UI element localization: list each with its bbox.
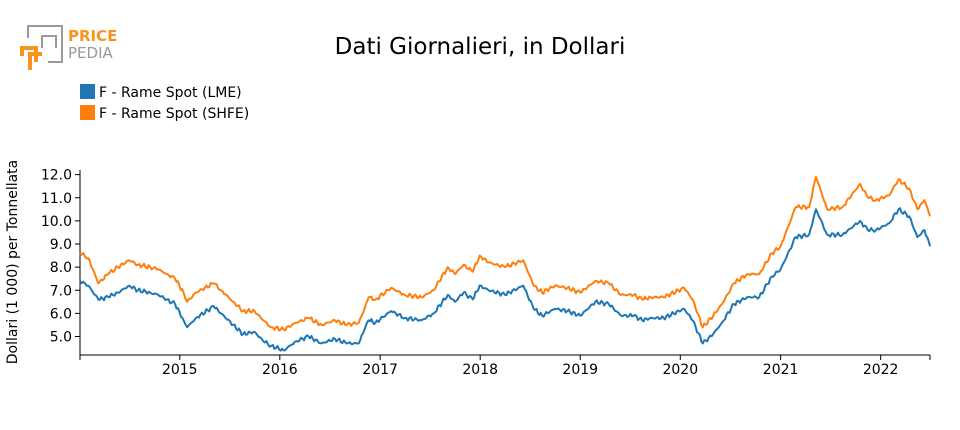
legend: F - Rame Spot (LME) F - Rame Spot (SHFE) <box>80 84 249 122</box>
pricepedia-logo: PRICE PEDIA <box>20 25 117 70</box>
x-tick-label: 2017 <box>362 362 398 378</box>
y-tick-label: 5.0 <box>50 330 72 346</box>
y-tick-label: 9.0 <box>50 237 72 253</box>
x-tick-label: 2019 <box>562 362 598 378</box>
legend-label-lme: F - Rame Spot (LME) <box>99 85 242 101</box>
logo-mark <box>20 25 63 70</box>
y-tick-label: 12.0 <box>41 168 72 184</box>
logo-text-pedia: PEDIA <box>68 44 113 62</box>
series-layer <box>79 175 931 352</box>
legend-label-shfe: F - Rame Spot (SHFE) <box>99 106 249 122</box>
x-axis: 2015 2016 2017 2018 2019 2020 2021 2022 <box>79 354 931 378</box>
series-line-lme <box>79 207 931 352</box>
x-tick-label: 2021 <box>763 362 799 378</box>
y-tick-label: 11.0 <box>41 191 72 207</box>
y-tick-label: 6.0 <box>50 306 72 322</box>
y-tick-label: 7.0 <box>50 283 72 299</box>
x-tick-label: 2020 <box>662 362 698 378</box>
x-tick-label: 2015 <box>162 362 198 378</box>
y-axis: 5.0 6.0 7.0 8.0 9.0 10.0 11.0 12.0 <box>41 168 81 355</box>
y-tick-label: 8.0 <box>50 260 72 276</box>
x-tick-label: 2022 <box>863 362 899 378</box>
legend-swatch-shfe <box>80 105 95 120</box>
x-tick-label: 2018 <box>462 362 498 378</box>
logo-text-price: PRICE <box>68 27 117 45</box>
y-tick-label: 10.0 <box>41 214 72 230</box>
chart-title: Dati Giornalieri, in Dollari <box>335 34 626 60</box>
x-tick-label: 2016 <box>262 362 298 378</box>
series-line-shfe <box>79 175 931 332</box>
legend-swatch-lme <box>80 84 95 99</box>
y-axis-label: Dollari (1 000) per Tonnellata <box>5 160 21 364</box>
